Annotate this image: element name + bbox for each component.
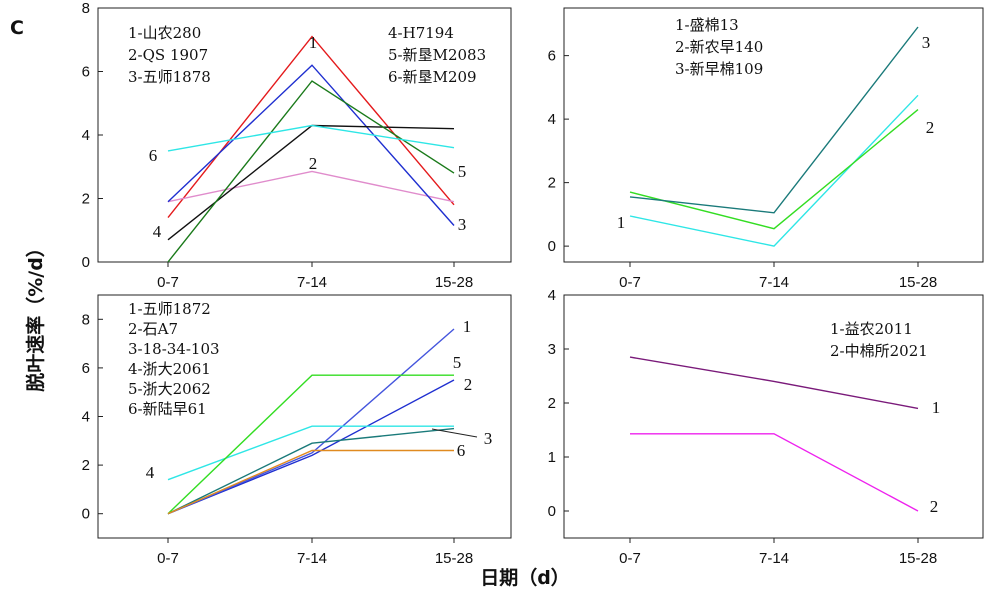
legend-entry: 5-新垦M2083: [388, 46, 486, 64]
panel-2: 0 2 4 6 0-7 7-14 15-28 1 2 3 1-盛棉13 2-新农早140 3-新早棉10…: [548, 7, 984, 291]
y-tick-label: 0: [548, 238, 556, 255]
x-tick-label: 7-14: [297, 550, 327, 567]
legend-entry: 2-石A7: [128, 320, 178, 338]
x-tick-label: 15-28: [899, 550, 937, 567]
y-tick-label: 4: [548, 287, 556, 304]
legend-entry: 1-益农2011: [830, 320, 913, 338]
plot-frame: [563, 7, 984, 263]
label-leader-line: [431, 428, 478, 438]
x-tick-label: 7-14: [297, 274, 327, 291]
series-line-3: [629, 26, 919, 214]
series-line-1: [167, 379, 455, 515]
y-tick-label: 6: [548, 48, 556, 65]
series-label-4: 4: [146, 463, 155, 482]
y-tick-label: 0: [82, 254, 90, 271]
series-label-5: 5: [453, 353, 462, 372]
series-label-3: 3: [484, 429, 493, 448]
x-tick-label: 15-28: [435, 550, 473, 567]
series-line-5: [167, 80, 455, 263]
series-line-6: [167, 124, 455, 152]
panel-3: 0 2 4 6 8 0-7 7-14 15-28 1 2 3 4 5 6 1-五师1872 2-石A7 3-18…: [82, 294, 512, 567]
legend-entry: 6-新垦M209: [388, 68, 477, 86]
x-tick-label: 0-7: [157, 550, 179, 567]
series-line-5: [167, 374, 454, 515]
y-tick-label: 8: [82, 311, 90, 328]
series-line-1: [167, 35, 455, 219]
series-label-5: 5: [458, 162, 467, 181]
y-tick-label: 0: [548, 503, 556, 520]
series-label-4: 4: [153, 222, 162, 241]
series-line-1: [629, 94, 919, 247]
y-axis-label: 脱叶速率（%/d）: [24, 238, 47, 392]
y-tick-label: 2: [548, 175, 556, 192]
x-tick-label: 7-14: [759, 274, 789, 291]
series-line-2: [630, 433, 919, 512]
series-line-2: [167, 328, 455, 515]
legend-entry: 4-浙大2061: [128, 360, 211, 378]
y-tick-label: 3: [548, 341, 556, 358]
y-tick-label: 8: [82, 0, 90, 17]
plot-frame: [563, 294, 984, 539]
y-tick-label: 2: [82, 191, 90, 208]
panel-4: 0 1 2 3 4 0-7 7-14 15-28 1 2 1-益农2011 2-中棉所2021: [548, 287, 984, 567]
y-tick-label: 2: [548, 395, 556, 412]
x-tick-label: 0-7: [157, 274, 179, 291]
legend-entry: 6-新陆早61: [128, 400, 207, 418]
series-line-2: [629, 109, 919, 230]
panel-1: 0 2 4 6 8 0-7 7-14 15-28 1 2 3 4 5 6 1-山农280 2-QS 1907 3…: [82, 0, 512, 291]
series-label-1: 1: [309, 33, 318, 52]
series-line-3: [167, 427, 455, 515]
y-tick-label: 1: [548, 449, 556, 466]
x-axis-label: 日期（d）: [480, 566, 570, 589]
series-label-2: 2: [464, 375, 473, 394]
y-tick-label: 0: [82, 506, 90, 523]
x-tick-label: 0-7: [619, 274, 641, 291]
series-line-2: [167, 170, 455, 203]
legend-entry: 1-盛棉13: [675, 16, 739, 34]
legend-entry: 1-五师1872: [128, 300, 211, 318]
x-tick-label: 7-14: [759, 550, 789, 567]
x-tick-label: 15-28: [899, 274, 937, 291]
legend-entry: 2-新农早140: [675, 38, 763, 56]
series-line-4: [167, 425, 454, 481]
x-tick-label: 15-28: [435, 274, 473, 291]
series-label-1: 1: [932, 398, 941, 417]
legend-entry: 2-中棉所2021: [830, 342, 928, 360]
legend-entry: 3-新早棉109: [675, 60, 763, 78]
y-tick-label: 6: [82, 360, 90, 377]
panels: 0 2 4 6 8 0-7 7-14 15-28 1 2 3 4 5 6 1-山农280 2-QS 1907 3…: [82, 0, 984, 567]
x-tick-label: 0-7: [619, 550, 641, 567]
y-tick-label: 6: [82, 64, 90, 81]
legend-entry: 4-H7194: [388, 24, 454, 42]
series-line-6: [167, 449, 454, 515]
legend-entry: 5-浙大2062: [128, 380, 211, 398]
series-line-1: [629, 356, 919, 410]
y-tick-label: 4: [82, 127, 90, 144]
series-label-2: 2: [926, 118, 935, 137]
legend-entry: 3-五师1878: [128, 68, 211, 86]
y-tick-label: 4: [548, 111, 556, 128]
series-label-2: 2: [930, 497, 939, 516]
series-line-3: [167, 64, 455, 226]
panel-letter: C: [10, 17, 24, 39]
series-label-1: 1: [463, 317, 472, 336]
y-tick-label: 2: [82, 457, 90, 474]
series-label-1: 1: [617, 213, 626, 232]
series-label-6: 6: [457, 441, 466, 460]
series-label-2: 2: [309, 154, 318, 173]
legend-entry: 1-山农280: [128, 24, 201, 42]
series-label-3: 3: [458, 215, 467, 234]
legend-entry: 3-18-34-103: [128, 340, 220, 358]
series-label-6: 6: [149, 146, 158, 165]
legend-entry: 2-QS 1907: [128, 46, 208, 64]
series-label-3: 3: [922, 33, 931, 52]
y-tick-label: 4: [82, 409, 90, 426]
